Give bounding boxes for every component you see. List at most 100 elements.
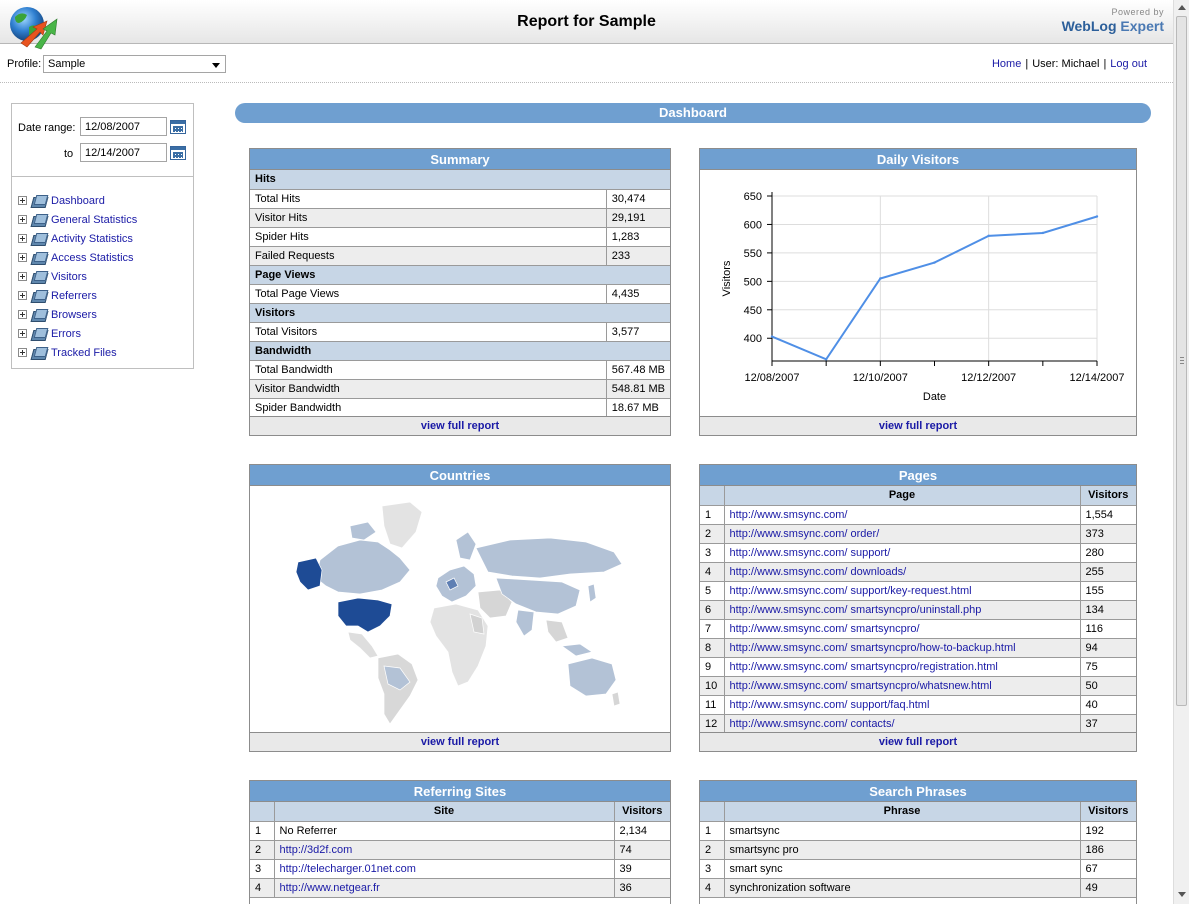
scrollbar-thumb[interactable] — [1176, 16, 1187, 706]
expand-icon[interactable] — [18, 310, 27, 319]
nav-item-errors[interactable]: Errors — [18, 324, 193, 343]
nav-item-label[interactable]: General Statistics — [51, 213, 138, 226]
item-link[interactable]: http://www.smsync.com/ smartsyncpro/regi… — [729, 660, 998, 673]
nav-item-label[interactable]: Access Statistics — [51, 251, 134, 264]
item-text: smart sync — [729, 862, 783, 875]
item-link[interactable]: http://www.smsync.com/ support/ — [729, 546, 891, 559]
item-link[interactable]: http://www.smsync.com/ smartsyncpro/what… — [729, 679, 992, 692]
table-row: 2 http://www.smsync.com/ order/373 — [700, 523, 1136, 544]
scroll-up-icon[interactable] — [1178, 5, 1186, 10]
nav-item-visitors[interactable]: Visitors — [18, 267, 193, 286]
scroll-down-icon[interactable] — [1178, 892, 1186, 897]
home-link[interactable]: Home — [991, 58, 1022, 70]
nav-item-tracked-files[interactable]: Tracked Files — [18, 343, 193, 362]
visitors-cell: 39 — [613, 858, 670, 879]
view-full-report-link[interactable]: view full report — [420, 736, 500, 748]
calendar-icon[interactable] — [170, 146, 186, 160]
item-link[interactable]: http://www.smsync.com/ support/key-reque… — [729, 584, 972, 597]
pages-panel: Pages Page Visitors 1 http://www.smsync.c… — [699, 464, 1137, 752]
item-link[interactable]: http://telecharger.01net.com — [279, 862, 416, 875]
metric-label: Total Bandwidth — [250, 359, 607, 380]
item-cell: smartsync pro — [723, 839, 1081, 860]
vertical-scrollbar[interactable] — [1173, 0, 1189, 904]
y-axis-label: Visitors — [721, 260, 733, 296]
nav-item-general-statistics[interactable]: General Statistics — [18, 210, 193, 229]
logout-link[interactable]: Log out — [1110, 58, 1147, 70]
nav-item-label[interactable]: Browsers — [51, 308, 97, 321]
nav-item-activity-statistics[interactable]: Activity Statistics — [18, 229, 193, 248]
nav-item-dashboard[interactable]: Dashboard — [18, 191, 193, 210]
visitors-cell: 192 — [1079, 821, 1136, 841]
item-link[interactable]: http://www.smsync.com/ smartsyncpro/ — [729, 622, 920, 635]
pages-table: Page Visitors 1 http://www.smsync.com/1,5… — [700, 486, 1136, 734]
nav-item-access-statistics[interactable]: Access Statistics — [18, 248, 193, 267]
expand-icon[interactable] — [18, 329, 27, 338]
expand-icon[interactable] — [18, 215, 27, 224]
nav-item-label[interactable]: Tracked Files — [51, 346, 117, 359]
item-link[interactable]: http://3d2f.com — [279, 843, 353, 856]
rank-cell: 11 — [700, 694, 725, 715]
view-full-report-link[interactable]: view full report — [878, 736, 958, 748]
item-link[interactable]: http://www.smsync.com/ downloads/ — [729, 565, 907, 578]
nav-item-label[interactable]: Referrers — [51, 289, 97, 302]
metric-value: 4,435 — [605, 283, 670, 304]
item-link[interactable]: http://www.smsync.com/ order/ — [729, 527, 880, 540]
visitors-cell: 186 — [1079, 839, 1136, 860]
date-to-input[interactable]: 12/14/2007 — [80, 143, 167, 162]
header-bar: Report for Sample Powered by WebLog Expe… — [0, 0, 1173, 50]
index-header — [250, 802, 275, 822]
section-label: Visitors — [250, 302, 670, 323]
item-link[interactable]: http://www.smsync.com/ — [729, 508, 848, 521]
nav-item-referrers[interactable]: Referrers — [18, 286, 193, 305]
table-row: 9 http://www.smsync.com/ smartsyncpro/reg… — [700, 656, 1136, 677]
data-point — [987, 234, 990, 238]
visitors-cell: 116 — [1079, 618, 1136, 639]
nav-item-label[interactable]: Dashboard — [51, 194, 105, 207]
item-cell: http://telecharger.01net.com — [273, 858, 615, 879]
expand-icon[interactable] — [18, 253, 27, 262]
search-phrases-panel: Search Phrases Phrase Visitors 1 smartsyn… — [699, 780, 1137, 904]
rank-cell: 4 — [250, 877, 275, 898]
item-link[interactable]: http://www.smsync.com/ smartsyncpro/unin… — [729, 603, 982, 616]
metric-value: 233 — [605, 245, 670, 266]
expand-icon[interactable] — [18, 234, 27, 243]
item-cell: http://www.smsync.com/ smartsyncpro/regi… — [723, 656, 1081, 677]
x-tick-label: 12/10/2007 — [853, 372, 908, 384]
expand-icon[interactable] — [18, 291, 27, 300]
data-point — [770, 335, 774, 338]
expand-icon[interactable] — [18, 196, 27, 205]
nav-item-label[interactable]: Activity Statistics — [51, 232, 133, 245]
item-link[interactable]: http://www.netgear.fr — [279, 881, 380, 894]
table-row: 3 http://www.smsync.com/ support/280 — [700, 542, 1136, 563]
item-link[interactable]: http://www.smsync.com/ support/faq.html — [729, 698, 930, 711]
nav-item-browsers[interactable]: Browsers — [18, 305, 193, 324]
nav-item-label[interactable]: Visitors — [51, 270, 87, 283]
visitors-cell: 134 — [1079, 599, 1136, 620]
table-row: 2 http://3d2f.com 74 — [250, 839, 670, 860]
expand-icon[interactable] — [18, 272, 27, 281]
expand-icon[interactable] — [18, 348, 27, 357]
book-icon — [32, 290, 46, 302]
item-cell: http://www.smsync.com/ order/ — [723, 523, 1081, 544]
y-tick-label: 450 — [744, 305, 762, 317]
summary-footer: view full report — [250, 416, 670, 435]
item-link[interactable]: http://www.smsync.com/ smartsyncpro/how-… — [729, 641, 1016, 654]
profile-selected-value: Sample — [48, 58, 86, 70]
x-axis-label: Date — [923, 391, 946, 403]
search-phrases-table: Phrase Visitors 1 smartsync 192 2 smartsync … — [700, 802, 1136, 898]
profile-select[interactable]: Sample — [43, 55, 226, 73]
report-nav: Dashboard General Statistics Activity Stat… — [12, 177, 193, 362]
view-full-report-link[interactable]: view full report — [878, 420, 958, 432]
section-row: Bandwidth — [250, 340, 670, 361]
item-link[interactable]: http://www.smsync.com/ contacts/ — [729, 717, 895, 730]
date-from-input[interactable]: 12/08/2007 — [80, 117, 167, 136]
view-full-report-link[interactable]: view full report — [420, 420, 500, 432]
visitors-cell: 74 — [613, 839, 670, 860]
sidebar: Date range: 12/08/2007 to 12/14/2007 Das… — [11, 103, 194, 369]
visitors-cell: 67 — [1079, 858, 1136, 879]
visitors-column-header: Visitors — [1079, 802, 1136, 822]
metric-value: 30,474 — [605, 188, 670, 209]
nav-item-label[interactable]: Errors — [51, 327, 81, 340]
powered-by-label: Powered by — [1111, 7, 1164, 17]
calendar-icon[interactable] — [170, 120, 186, 134]
